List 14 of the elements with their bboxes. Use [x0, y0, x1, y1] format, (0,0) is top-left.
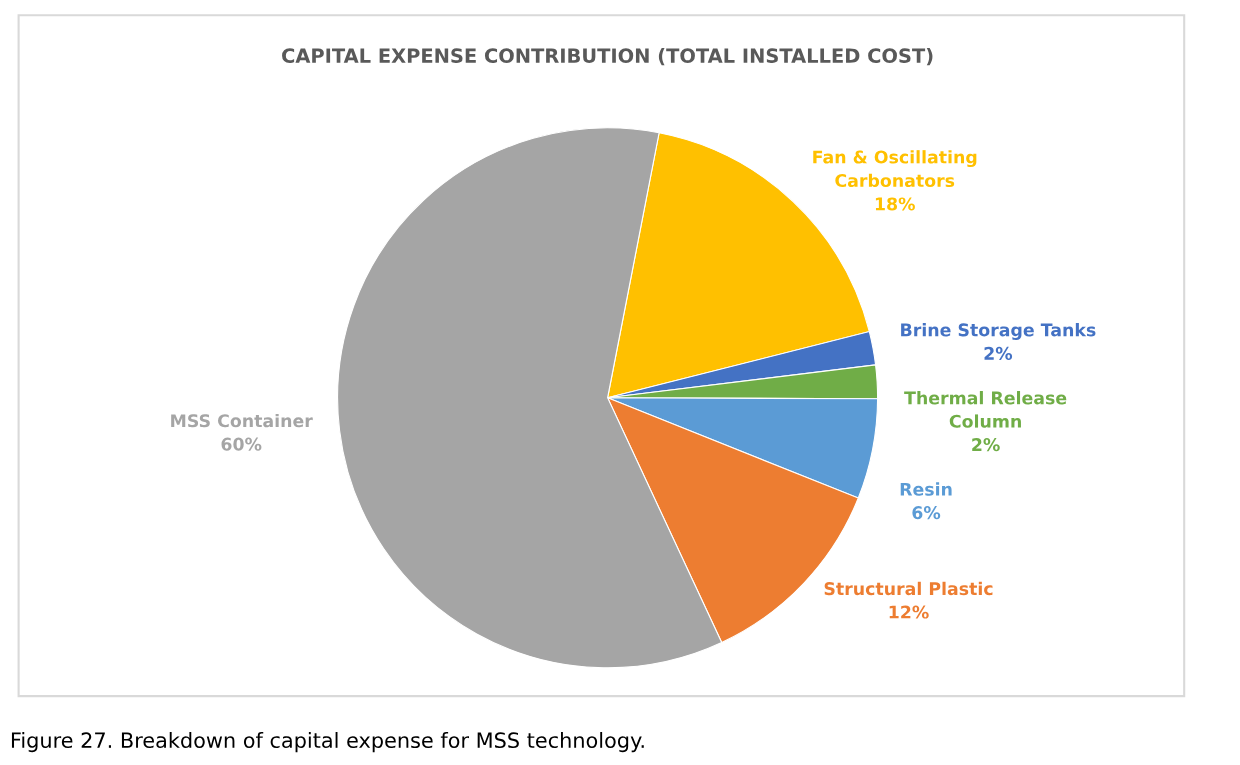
data-label: 2%: [984, 346, 1013, 360]
data-label: 60%: [221, 437, 262, 451]
slice-label: Thermal Release Column: [904, 391, 1067, 428]
slice-label: Brine Storage Tanks: [901, 323, 1096, 340]
data-label: 12%: [889, 605, 929, 619]
chart-title: CAPITAL EXPENSE CONTRIBUTION (TOTAL INSTALLED COST): [282, 47, 933, 66]
slice-label: Structural Plastic: [824, 581, 993, 596]
data-label: 2%: [972, 438, 1000, 452]
caption: Figure 27. Breakdown of capital expense for MSS technology.: [11, 731, 644, 753]
slice-label: Resin: [900, 482, 952, 496]
slice-label: Fan & Oscillating Carbonators: [813, 150, 977, 188]
data-label: 6%: [912, 506, 941, 520]
slice-label: MSS Container: [171, 413, 313, 428]
data-label: 18%: [875, 197, 915, 211]
